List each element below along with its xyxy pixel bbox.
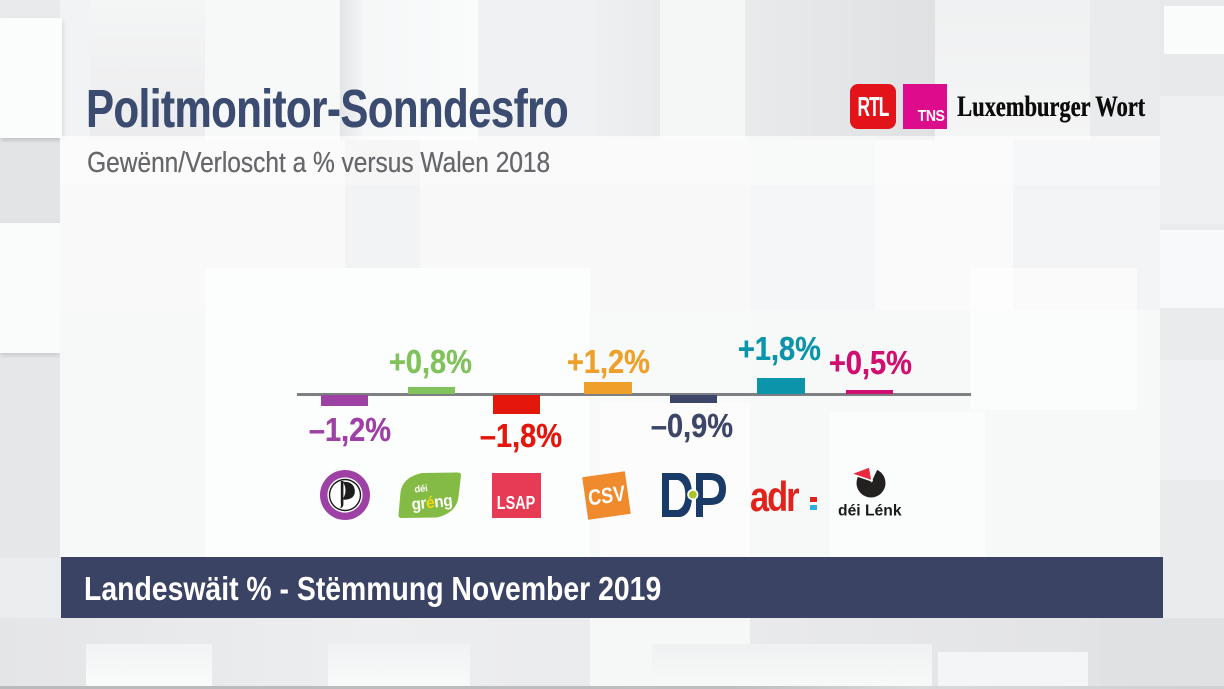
svg-text:déi: déi xyxy=(414,483,428,495)
svg-text:déi Lénk: déi Lénk xyxy=(838,502,902,518)
svg-text:gréng: gréng xyxy=(411,492,453,514)
